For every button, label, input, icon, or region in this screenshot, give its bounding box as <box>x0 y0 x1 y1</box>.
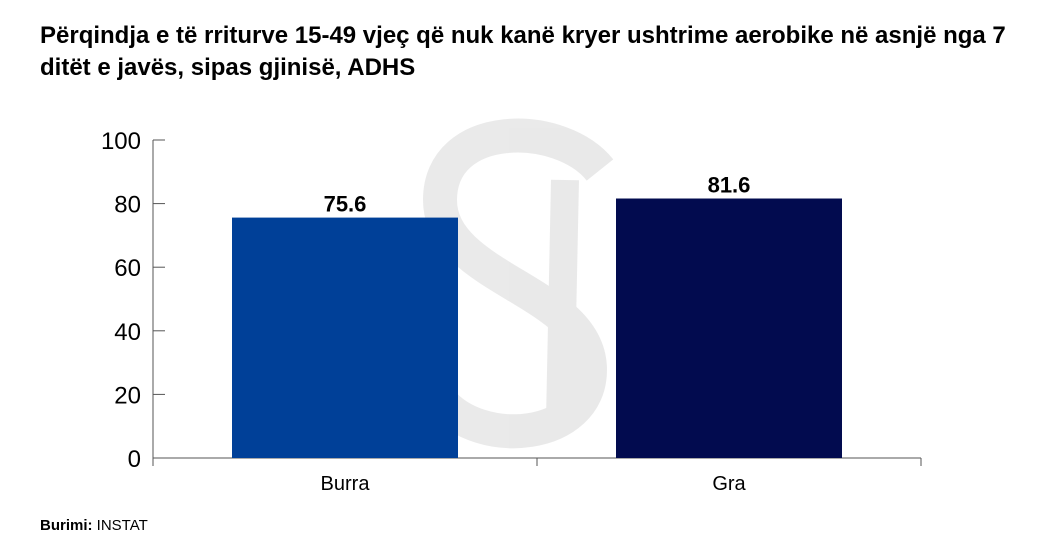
bars: 75.6 81.6 <box>232 173 842 458</box>
y-axis: 0 20 40 60 80 100 <box>101 128 165 473</box>
bar-value-label: 81.6 <box>708 173 751 198</box>
x-tick-label: Burra <box>321 473 371 495</box>
y-tick-label: 0 <box>128 446 141 473</box>
x-tick-label: Gra <box>712 473 746 495</box>
chart-title: Përqindja e të rriturve 15-49 vjeç që nu… <box>40 22 1006 81</box>
y-tick-label: 100 <box>101 128 141 155</box>
bar <box>232 217 458 458</box>
bar <box>616 198 842 458</box>
y-tick-label: 20 <box>114 382 141 409</box>
y-tick-label: 60 <box>114 255 141 282</box>
x-axis: Burra Gra <box>152 457 922 495</box>
y-tick-label: 40 <box>114 319 141 346</box>
bar-value-label: 75.6 <box>324 192 367 217</box>
y-tick-label: 80 <box>114 192 141 219</box>
watermark-logo-icon <box>422 118 614 449</box>
source-note: Burimi: INSTAT <box>40 517 148 534</box>
source-value: INSTAT <box>96 517 148 534</box>
source-label: Burimi: <box>40 517 93 534</box>
